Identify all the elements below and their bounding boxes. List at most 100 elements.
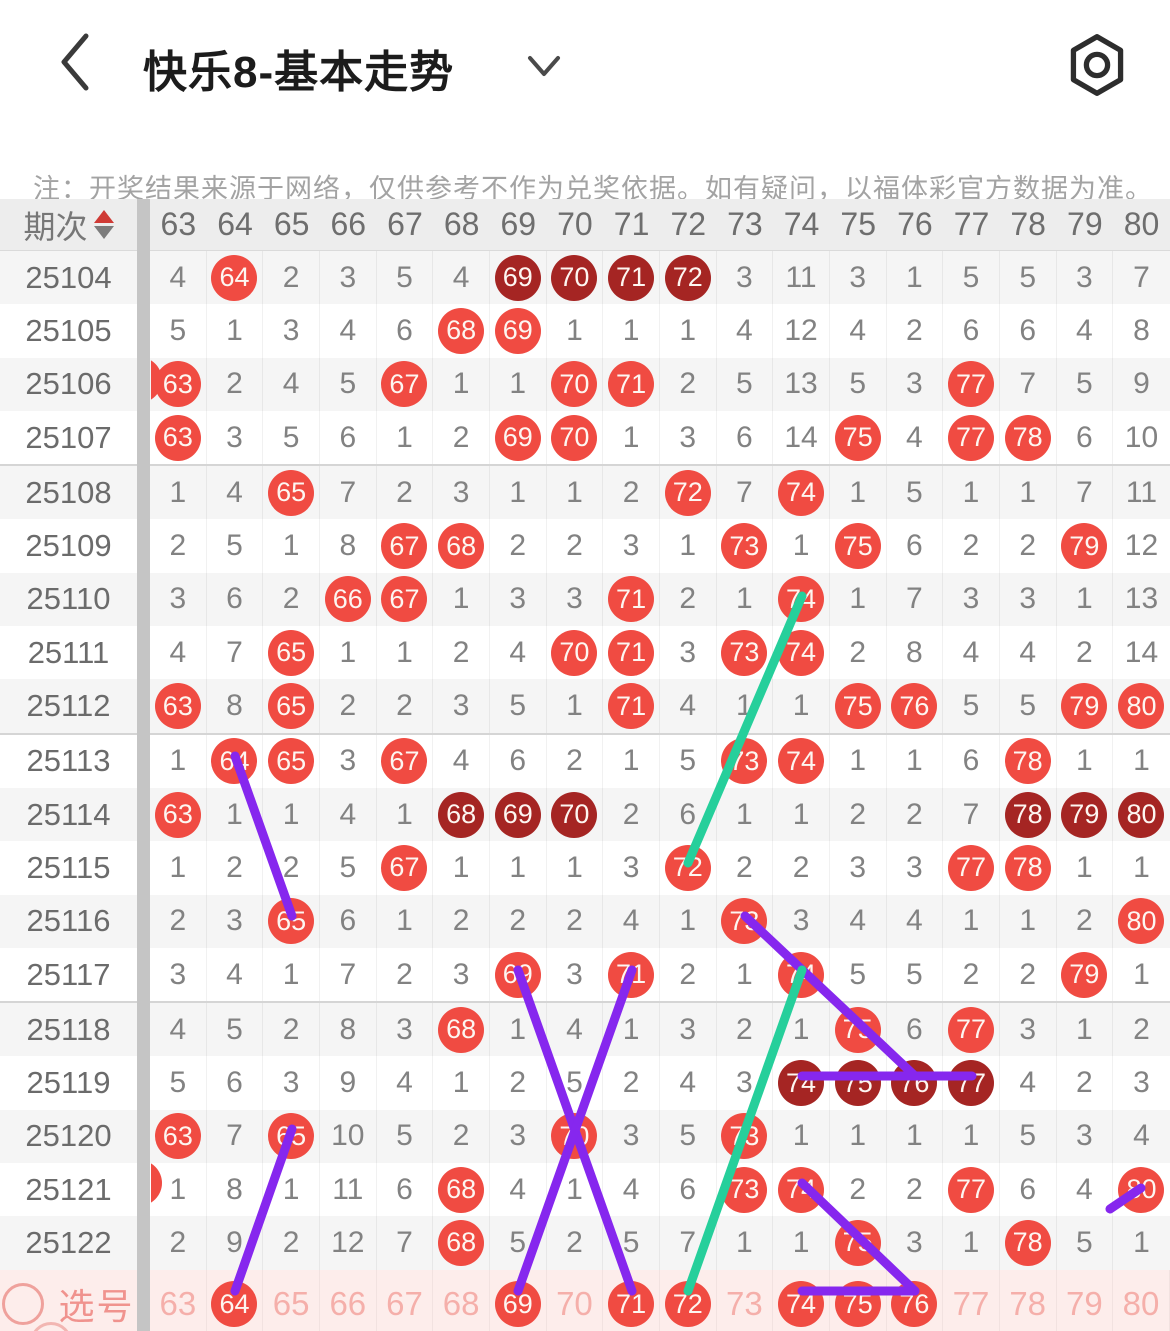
trend-cell: 5 [207,519,264,573]
trend-cell: 3 [377,1003,434,1057]
trend-cell: 1 [490,466,547,520]
trend-cell: 68 [433,519,490,573]
period-label: 25121 [25,1171,112,1207]
settings-button[interactable] [1066,32,1128,98]
trend-cell: 5 [1057,357,1114,411]
select-number-cell[interactable]: 67 [377,1269,434,1331]
trend-cell: 3 [490,1109,547,1164]
number-ball: 72 [664,844,711,891]
trend-cell: 1 [547,304,604,358]
select-number-cell[interactable]: 79 [1057,1269,1114,1331]
trend-cell: 7 [207,1109,264,1164]
trend-cell: 4 [150,1003,207,1057]
trend-cell: 1 [207,304,264,358]
select-number-cell[interactable]: 78 [1000,1269,1057,1331]
trend-cell: 3 [490,572,547,627]
number-ball: 68 [438,1219,485,1266]
trend-cell: 3 [433,947,490,1002]
trend-cell: 2 [490,1056,547,1110]
select-number-cell[interactable]: 65 [263,1269,320,1331]
sort-control[interactable] [93,210,114,239]
select-number-cell[interactable]: 68 [433,1269,490,1331]
trend-cell: 5 [490,1216,547,1270]
trend-cell: 69 [490,304,547,358]
number-ball: 69 [494,254,541,301]
period-label: 25108 [25,474,112,510]
trend-cell: 2 [603,1056,660,1110]
trend-cell: 8 [1133,313,1150,347]
trend-cell: 70 [547,626,604,680]
trend-cell: 3 [1000,1003,1057,1057]
selection-radio[interactable] [2,1283,45,1326]
trend-cell: 70 [547,357,604,411]
column-header: 75 [840,206,876,242]
trend-cell: 2 [887,304,944,358]
select-number-cell[interactable]: 66 [320,1269,377,1331]
column-header: 70 [557,206,593,242]
period-label: 25110 [26,581,111,617]
number-ball: 72 [664,254,711,301]
select-number-cell[interactable]: 73 [717,1269,774,1331]
number-ball: 74 [778,1166,825,1213]
trend-cell: 1 [660,304,717,358]
trend-cell: 2 [660,947,717,1002]
trend-cell: 2 [490,894,547,948]
trend-cell: 4 [207,947,264,1002]
selection-label: 选号 [58,1286,135,1328]
select-number-cell[interactable]: 80 [1113,1269,1170,1331]
number-ball: 63 [154,361,201,408]
trend-cell: 2 [377,947,434,1002]
trend-cell: 4 [1057,1163,1114,1217]
trend-cell: 5 [603,1216,660,1270]
column-header: 63 [160,206,197,242]
trend-cell: 1 [717,787,774,842]
select-number-cell[interactable]: 64 [207,1269,264,1331]
trend-cell: 6 [1000,1163,1057,1217]
trend-row: 25116 2 3 65 6 1 2 2 2 4 1 73 3 4 4 1 1 2 80 [0,894,1170,948]
back-button[interactable] [52,30,100,94]
trend-row: 25110 3 6 2 66 67 1 3 3 71 2 1 74 1 7 3 3 1 13 [0,572,1170,627]
column-header: 79 [1067,206,1103,242]
column-header: 67 [387,206,423,242]
select-number-cell[interactable]: 75 [830,1269,887,1331]
period-label: 25118 [26,1011,111,1047]
number-ball: 74 [778,951,825,998]
trend-cell: 3 [1057,1109,1114,1164]
trend-cell: 2 [433,1109,490,1164]
select-number-cell[interactable]: 74 [773,1269,830,1331]
trend-cell: 78 [1000,787,1057,842]
trend-cell: 80 [1113,895,1170,948]
number-ball: 65 [268,469,315,516]
select-number-cell[interactable]: 77 [943,1269,1000,1331]
trend-cell: 2 [717,841,774,895]
select-number-cell[interactable]: 69 [490,1269,547,1331]
trend-cell: 80 [1113,679,1170,732]
trend-cell: 4 [150,251,207,305]
trend-cell: 64 [207,251,264,305]
select-number-cell[interactable]: 70 [547,1269,604,1331]
trend-cell: 8 [207,679,264,733]
number-ball: 71 [608,576,655,623]
title-dropdown[interactable] [524,52,564,82]
number-ball: 73 [721,629,768,676]
select-number-cell[interactable]: 71 [603,1269,660,1331]
select-number-cell[interactable]: 63 [150,1269,207,1331]
select-number-cell[interactable]: 72 [660,1269,717,1331]
trend-cell: 71 [603,679,660,733]
trend-cell: 1 [490,1003,547,1057]
trend-cell: 68 [433,1003,490,1057]
trend-cell: 12 [320,1216,377,1270]
trend-cell: 9 [207,1216,264,1270]
select-number-cell[interactable]: 76 [887,1269,944,1331]
trend-row: 25105 5 1 3 4 6 68 69 1 1 1 4 12 4 2 6 6 4 8 [0,304,1170,358]
trend-cell: 2 [1133,1012,1150,1046]
trend-cell: 4 [490,1163,547,1217]
trend-cell: 4 [150,626,207,680]
column-header: 76 [897,206,933,242]
number-ball: 64 [211,738,258,785]
trend-cell: 75 [830,1003,887,1057]
trend-cell: 11 [320,1163,377,1217]
trend-cell: 66 [320,572,377,627]
trend-cell: 5 [1057,1216,1114,1270]
